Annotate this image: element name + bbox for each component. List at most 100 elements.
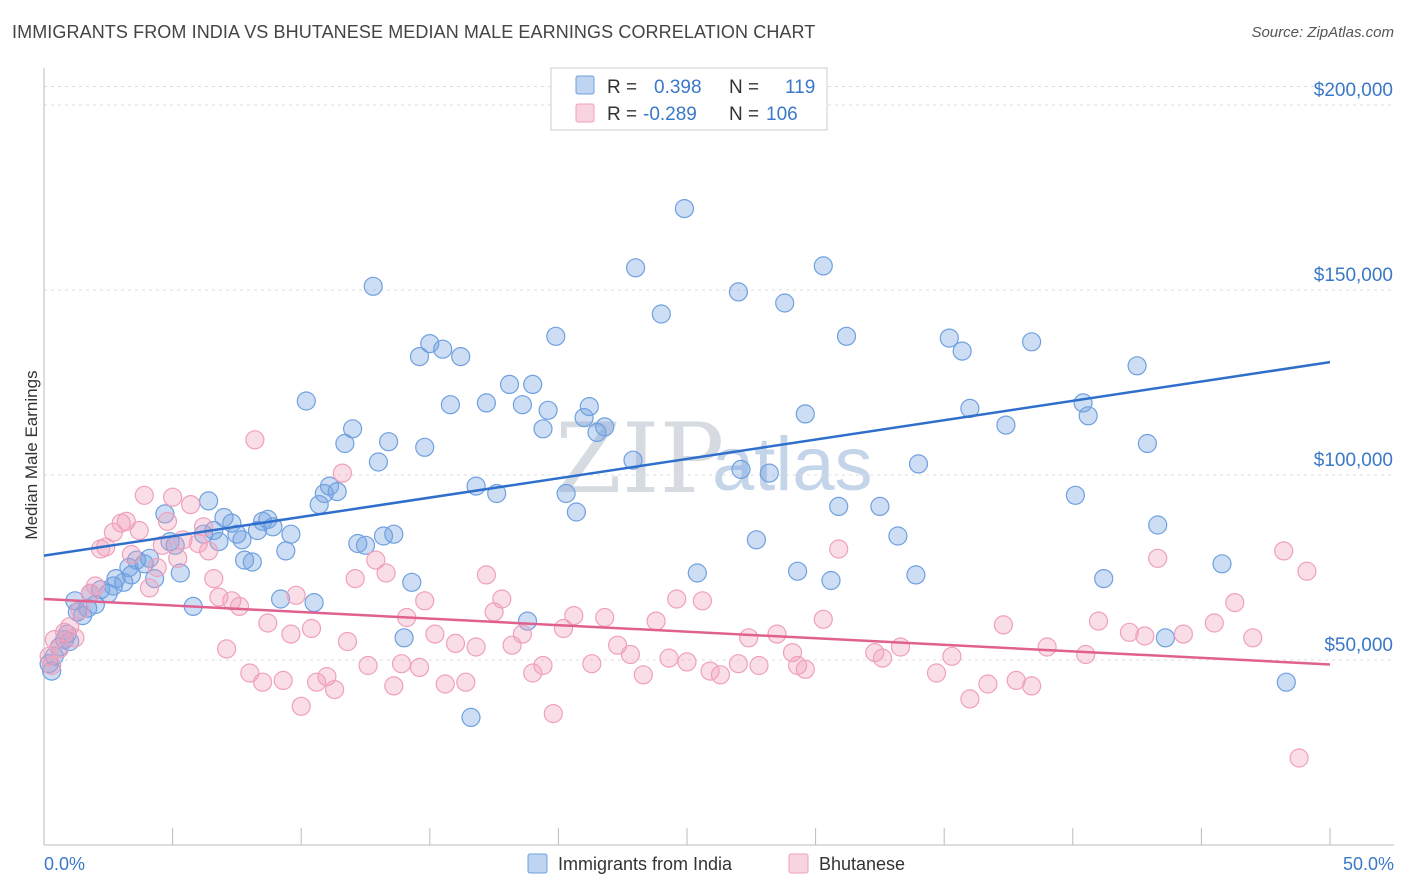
india-point (595, 417, 615, 437)
india-point (368, 452, 388, 472)
india-point (276, 541, 296, 561)
bhutanese-point (1173, 624, 1194, 644)
india-point (402, 572, 422, 592)
bottom-legend-label-india: Immigrants from India (558, 854, 733, 874)
india-point (363, 276, 383, 296)
bhutanese-point (700, 661, 720, 681)
bhutanese-point (65, 628, 85, 648)
bhutanese-point (1274, 541, 1294, 561)
bhutanese-point (749, 655, 769, 676)
bhutanese-point (512, 624, 533, 644)
india-point (476, 393, 496, 413)
bhutanese-point (1037, 637, 1057, 657)
bhutanese-point (466, 637, 486, 657)
bhutanese-point (70, 600, 90, 620)
india-point (1155, 628, 1176, 648)
india-point (348, 533, 368, 554)
india-point (533, 419, 553, 439)
india-point (813, 256, 833, 276)
india-point (1021, 332, 1042, 352)
bhutanese-point (157, 511, 178, 531)
bhutanese-trend-line (43, 597, 1331, 666)
bhutanese-point (358, 655, 378, 676)
bhutanese-point (60, 617, 80, 637)
bhutanese-point (890, 637, 911, 657)
bhutanese-point (199, 541, 219, 561)
india-point (145, 568, 165, 589)
india-point (199, 491, 219, 511)
india-point (1094, 568, 1114, 589)
india-point (546, 326, 566, 346)
bhutanese-point (829, 539, 849, 559)
bhutanese-point (476, 565, 496, 585)
legend-r-label-bhutanese: R = (607, 104, 637, 125)
india-point (1148, 515, 1168, 535)
india-point (1127, 356, 1147, 376)
india-point (512, 395, 533, 415)
bhutanese-point (445, 633, 466, 654)
bhutanese-point (425, 624, 445, 644)
bhutanese-point (217, 639, 237, 659)
bhutanese-point (54, 622, 75, 642)
bhutanese-point (435, 674, 455, 694)
bhutanese-point (337, 631, 358, 652)
bhutanese-point (659, 648, 679, 668)
india-point (1276, 672, 1296, 692)
india-point (155, 504, 175, 524)
india-point (379, 432, 399, 452)
india-point (304, 592, 324, 613)
bhutanese-points (39, 430, 1317, 768)
india-point (687, 563, 707, 583)
india-point (499, 374, 520, 394)
bhutanese-point (633, 665, 653, 685)
bhutanese-point (926, 663, 947, 683)
india-point (795, 404, 815, 424)
y-tick-labels: $50,000 $100,000 $150,000 $200,000 (1314, 80, 1393, 656)
india-point (384, 524, 404, 544)
bhutanese-point (872, 648, 893, 668)
bhutanese-point (129, 520, 149, 541)
bhutanese-point (1135, 626, 1155, 646)
india-point (906, 565, 926, 585)
bhutanese-point (993, 615, 1014, 635)
bhutanese-point (415, 591, 435, 611)
y-tick-label: $100,000 (1314, 450, 1393, 471)
bhutanese-point (273, 670, 293, 691)
bhutanese-point (168, 548, 188, 568)
bhutanese-point (134, 485, 154, 505)
bhutanese-point (376, 563, 396, 583)
india-point (746, 530, 767, 550)
legend-swatch-india (575, 75, 595, 95)
bhutanese-point (116, 511, 136, 531)
y-tick-label: $200,000 (1314, 80, 1393, 101)
bhutanese-point (677, 652, 697, 672)
bhutanese-point (710, 665, 731, 685)
bhutanese-point (391, 654, 412, 674)
india-point (908, 454, 929, 474)
bhutanese-point (384, 676, 404, 696)
bhutanese-point (1148, 548, 1168, 568)
india-point (355, 535, 376, 555)
legend-r-value-bhutanese: -0.289 (643, 104, 697, 125)
x-axis-ticks (43, 828, 1331, 845)
bhutanese-point (345, 568, 365, 589)
india-point (114, 572, 134, 592)
india-point (836, 326, 857, 346)
bhutanese-point (229, 596, 250, 617)
x-tick-label-min: 0.0% (44, 854, 85, 874)
bhutanese-point (1119, 622, 1140, 642)
bhutanese-point (307, 672, 327, 692)
y-tick-label: $150,000 (1314, 265, 1393, 286)
india-point (227, 524, 247, 544)
legend-n-label-bhutanese: N = (729, 104, 759, 125)
bhutanese-point (456, 672, 476, 692)
chart-title: IMMIGRANTS FROM INDIA VS BHUTANESE MEDIA… (12, 22, 816, 42)
bhutanese-point (1225, 592, 1245, 613)
india-point (523, 374, 543, 394)
bhutanese-point (147, 557, 167, 578)
bhutanese-point (1289, 748, 1309, 768)
bhutanese-point (646, 611, 666, 631)
india-point (556, 483, 576, 504)
bhutanese-point (533, 655, 553, 676)
